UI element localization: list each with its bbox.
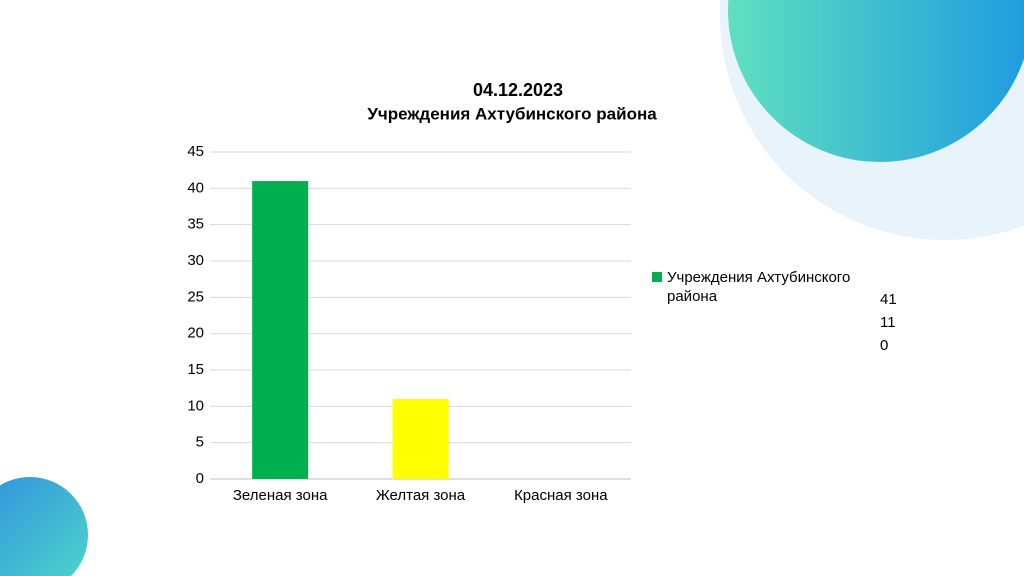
y-tick-label: 35 bbox=[187, 216, 204, 233]
y-tick-label: 15 bbox=[187, 361, 204, 378]
value-label: 41 bbox=[880, 291, 897, 308]
y-tick-label: 25 bbox=[187, 288, 204, 305]
y-tick-label: 40 bbox=[187, 179, 204, 196]
legend: Учреждения Ахтубинского района bbox=[652, 268, 852, 306]
y-tick-label: 5 bbox=[196, 434, 204, 451]
bar bbox=[392, 399, 449, 479]
decor-circle bbox=[728, 0, 1024, 162]
chart-title: 04.12.2023 bbox=[473, 80, 563, 100]
y-tick-label: 0 bbox=[196, 470, 204, 487]
x-tick-label: Зеленая зона bbox=[233, 487, 328, 504]
value-list: 41 11 0 bbox=[880, 288, 897, 357]
x-tick-label: Желтая зона bbox=[376, 487, 466, 504]
legend-swatch bbox=[652, 272, 662, 282]
value-label: 11 bbox=[880, 314, 896, 331]
y-tick-label: 10 bbox=[187, 397, 204, 414]
value-label: 0 bbox=[880, 337, 889, 354]
bar bbox=[252, 181, 309, 480]
x-tick-label: Красная зона bbox=[514, 487, 608, 504]
y-tick-label: 30 bbox=[187, 252, 204, 269]
chart-subtitle: Учреждения Ахтубинского района bbox=[367, 104, 657, 123]
y-tick-label: 20 bbox=[187, 325, 204, 342]
decor-circle bbox=[0, 477, 88, 576]
y-tick-label: 45 bbox=[187, 143, 204, 160]
legend-label: Учреждения Ахтубинского района bbox=[667, 269, 851, 305]
